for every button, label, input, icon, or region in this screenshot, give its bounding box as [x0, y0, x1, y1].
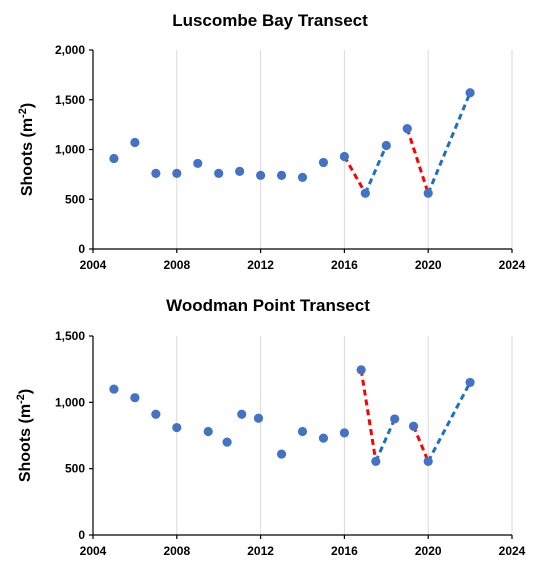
x-tick-label: 2012	[247, 258, 274, 272]
x-tick-label: 2020	[415, 258, 442, 272]
recovery-segment	[426, 381, 472, 463]
chart-panel-2: Woodman Point Transect 0 500 1,000 1,500 2004…	[15, 296, 526, 558]
x-tick-label: 2024	[499, 544, 526, 558]
decline-segment	[412, 425, 430, 462]
y-axis-label-text: Shoots (m	[19, 118, 36, 196]
x-tick-label: 2016	[331, 258, 358, 272]
data-point	[109, 153, 119, 164]
data-point	[318, 157, 329, 168]
chart-title: Luscombe Bay Transect	[172, 11, 368, 30]
data-point	[172, 422, 182, 433]
data-point	[130, 393, 140, 403]
data-point	[297, 426, 308, 437]
data-point	[172, 168, 182, 178]
data-point	[339, 151, 349, 162]
x-tick-label: 2004	[80, 544, 107, 558]
data-point	[465, 88, 475, 98]
y-tick-label: 1,500	[55, 329, 85, 343]
y-tick-label: 1,000	[55, 143, 85, 157]
y-axis-label-close: )	[17, 389, 34, 394]
y-axis-label-superscript: -2	[17, 108, 29, 118]
x-tick-label: 2012	[247, 544, 274, 558]
data-point	[276, 449, 287, 459]
data-point	[253, 413, 264, 423]
data-point	[390, 414, 400, 424]
data-point	[408, 421, 419, 431]
y-tick-label: 1,000	[55, 395, 85, 409]
x-tick-label: 2004	[80, 258, 107, 272]
data-point	[235, 166, 245, 176]
data-point	[203, 426, 213, 437]
data-point	[360, 188, 370, 198]
y-axis-label: Shoots (m-2)	[17, 103, 36, 196]
y-axis-label-text: Shoots (m	[17, 404, 34, 482]
recovery-segment	[426, 92, 472, 194]
data-point	[356, 365, 366, 375]
decline-segment	[405, 128, 430, 194]
data-point	[193, 158, 203, 169]
x-tick-label: 2024	[499, 258, 526, 272]
data-point	[423, 456, 433, 466]
recovery-segment	[363, 144, 388, 194]
y-tick-label: 2,000	[55, 43, 85, 57]
y-axis-label-superscript: -2	[15, 394, 27, 404]
data-point	[237, 409, 247, 419]
chart-panel-1: Luscombe Bay Transect 0 500 1,000 1,500 2,000…	[17, 11, 526, 272]
data-point	[402, 124, 412, 134]
y-axis-label-close: )	[19, 103, 36, 108]
x-tick-label: 2008	[163, 258, 190, 272]
y-tick-label: 0	[78, 528, 85, 542]
x-tick-label: 2020	[415, 544, 442, 558]
data-point	[222, 437, 232, 447]
chart-title: Woodman Point Transect	[166, 296, 370, 315]
data-point	[256, 170, 266, 180]
recovery-segment	[374, 418, 397, 462]
x-tick-label: 2016	[331, 544, 358, 558]
data-point	[214, 168, 224, 178]
data-point	[276, 170, 287, 180]
data-point	[318, 433, 329, 443]
data-point	[151, 168, 161, 178]
y-tick-label: 0	[78, 242, 85, 256]
x-tick-label: 2008	[163, 544, 190, 558]
y-tick-label: 500	[65, 192, 85, 206]
y-axis-label: Shoots (m-2)	[15, 389, 34, 482]
data-point	[297, 172, 308, 182]
data-point	[423, 188, 433, 198]
data-point	[339, 428, 349, 438]
data-point	[130, 137, 140, 148]
decline-segment	[359, 369, 378, 462]
decline-segment	[343, 155, 367, 195]
data-point	[381, 140, 391, 151]
data-point	[371, 456, 381, 466]
y-tick-label: 500	[65, 462, 85, 476]
data-point	[151, 409, 161, 419]
y-tick-label: 1,500	[55, 93, 85, 107]
data-point	[465, 377, 475, 388]
data-point	[109, 384, 119, 394]
